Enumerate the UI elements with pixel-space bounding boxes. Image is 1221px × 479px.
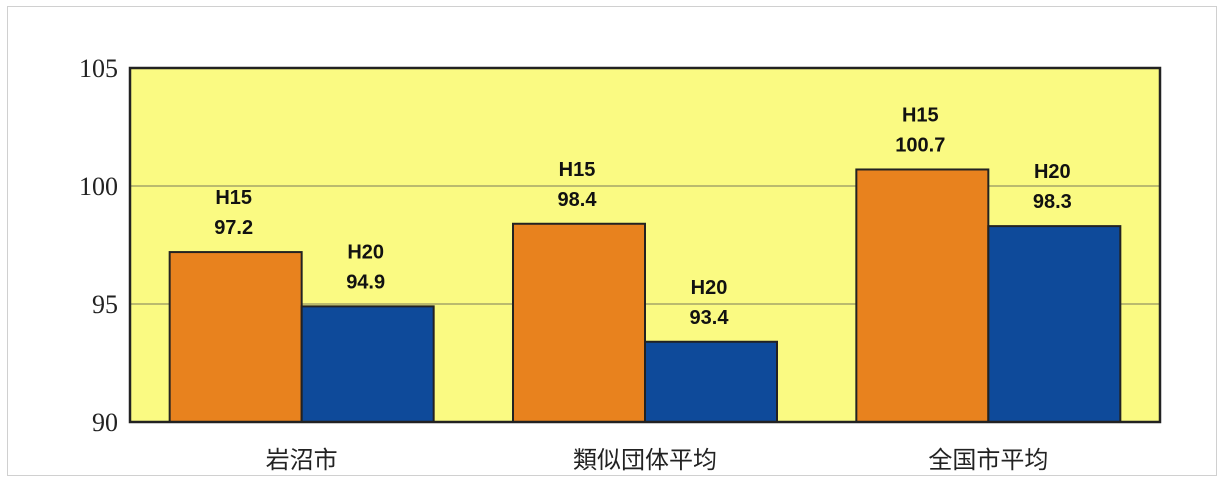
bar [168,251,303,423]
data-label-series: H15 [902,104,939,126]
y-tick-label: 95 [92,290,118,319]
x-category-label: 類似団体平均 [573,446,717,474]
bar [855,168,990,423]
data-label-value: 97.2 [214,217,253,239]
x-category-label: 全国市平均 [928,446,1048,474]
data-label-value: 100.7 [895,134,945,156]
data-label-series: H15 [215,187,252,209]
data-label-series: H20 [691,277,728,299]
bar [644,340,778,424]
y-axis-ticks: 90 95 100 105 [79,54,118,437]
data-label-series: H15 [559,159,596,181]
bar [987,225,1122,423]
y-tick-label: 100 [79,172,118,201]
plot-border [128,66,1162,424]
x-category-label: 岩沼市 [266,446,338,474]
data-label-series: H20 [1034,161,1071,183]
x-axis-categories: 岩沼市 類似団体平均 全国市平均 [266,446,1049,474]
data-label-value: 98.3 [1033,191,1072,213]
y-tick-label: 90 [92,408,118,437]
data-label-value: 93.4 [690,307,730,329]
data-labels: H15 97.2 H20 94.9 H15 98.4 H20 93.4 H15 100.7 H20 9… [214,104,1072,328]
bars [168,168,1122,424]
data-label-value: 98.4 [558,189,598,211]
bar [512,222,646,423]
y-tick-label: 105 [79,54,118,83]
data-label-value: 94.9 [346,271,385,293]
data-label-series: H20 [347,241,384,263]
bar [300,305,435,423]
